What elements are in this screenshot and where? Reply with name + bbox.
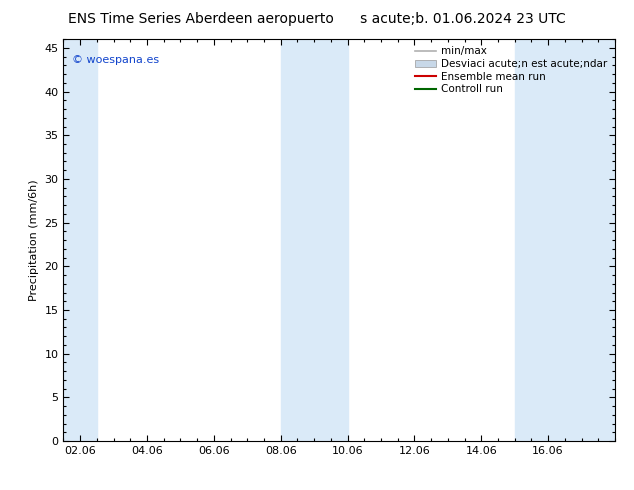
Bar	[515, 39, 615, 441]
Text: ENS Time Series Aberdeen aeropuerto      s acute;b. 01.06.2024 23 UTC: ENS Time Series Aberdeen aeropuerto s ac…	[68, 12, 566, 26]
Bar	[281, 39, 347, 441]
Text: © woespana.es: © woespana.es	[72, 55, 158, 65]
Y-axis label: Precipitation (mm/6h): Precipitation (mm/6h)	[29, 179, 39, 301]
Bar	[63, 39, 97, 441]
Legend: min/max, Desviaci acute;n est acute;ndar, Ensemble mean run, Controll run: min/max, Desviaci acute;n est acute;ndar…	[413, 45, 610, 97]
